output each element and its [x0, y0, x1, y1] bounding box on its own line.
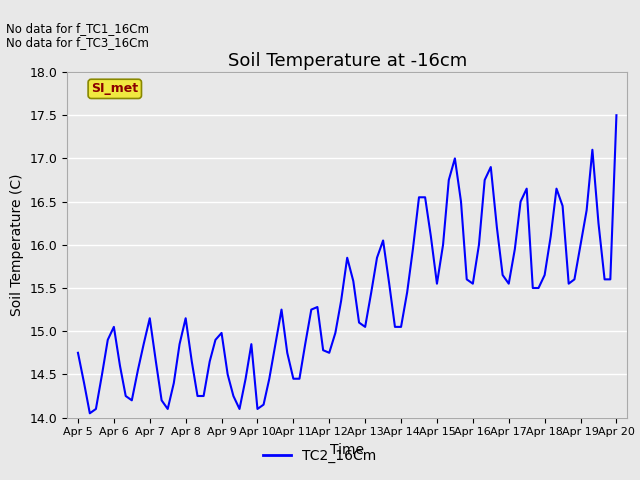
Text: No data for f_TC3_16Cm: No data for f_TC3_16Cm [6, 36, 149, 49]
Y-axis label: Soil Temperature (C): Soil Temperature (C) [10, 174, 24, 316]
X-axis label: Time: Time [330, 443, 364, 457]
Text: No data for f_TC1_16Cm: No data for f_TC1_16Cm [6, 22, 149, 35]
Legend: TC2_16Cm: TC2_16Cm [258, 443, 382, 468]
Title: Soil Temperature at -16cm: Soil Temperature at -16cm [228, 52, 467, 71]
Text: SI_met: SI_met [92, 83, 138, 96]
